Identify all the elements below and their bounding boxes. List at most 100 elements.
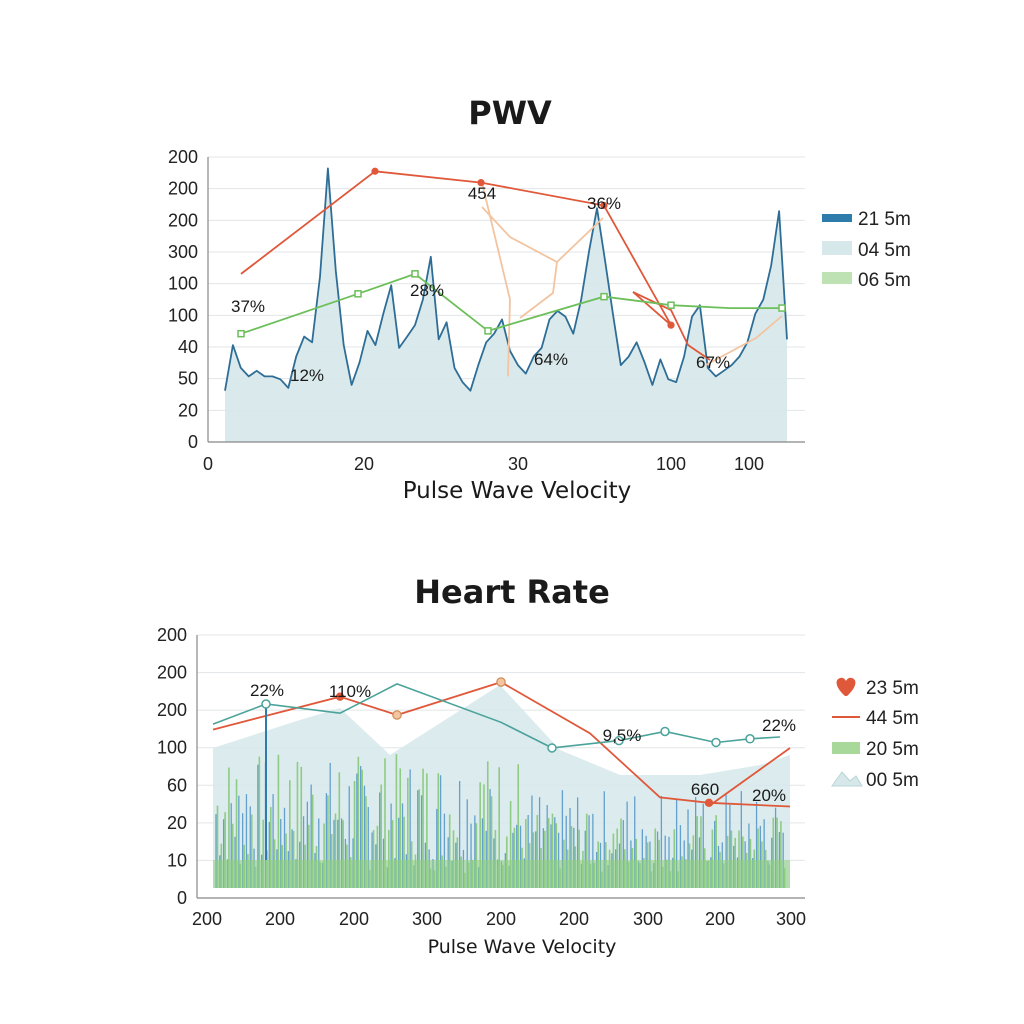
hr-annotation: 9,5% [603,726,642,745]
pwv-annotation: 37% [231,297,265,316]
hr-annotation: 110% [329,682,371,701]
hr-teal-point [261,699,271,709]
hr-x-tick-label: 300 [633,909,663,929]
hr-y-tick-label: 20 [167,813,187,833]
hr-orange-point [392,710,402,720]
hr-teal-point [745,734,755,744]
pwv-annotation: 36% [587,194,621,213]
pwv-legend-label: 04 5m [858,240,911,261]
pwv-y-tick-label: 50 [178,369,198,389]
pwv-y-tick-label: 20 [178,400,198,420]
hr-x-axis-label: Pulse Wave Velocity [428,936,617,958]
hr-bar-band [213,860,790,888]
pwv-x-tick-label: 100 [656,454,686,474]
hr-y-tick-label: 100 [157,738,187,758]
heart-rate-title: Heart Rate [414,573,610,611]
pwv-area-fill [225,168,787,442]
pwv-green-point [600,292,608,301]
hr-teal-point [660,726,670,737]
pwv-light-orange-line [481,206,604,264]
hr-x-tick-label: 200 [705,909,735,929]
hr-y-tick-label: 60 [167,775,187,795]
hr-x-tick-label: 300 [776,909,806,929]
pwv-green-point [354,290,362,298]
hr-legend: 23 5m 44 5m 20 5m 00 5m [831,677,919,791]
pwv-y-tick-label: 40 [178,337,198,357]
pwv-annotation: 67% [696,353,730,372]
pwv-y-axis-ticks: 0 20 50 40 100 100 300 200 200 200 [168,147,198,452]
pwv-x-tick-label: 30 [508,454,528,474]
hr-legend-label: 20 5m [866,739,919,760]
pwv-green-point [411,270,419,278]
hr-x-tick-label: 200 [265,909,295,929]
hr-line-series [212,677,791,860]
pwv-legend-label: 21 5m [858,209,911,230]
hr-legend-swatch [832,742,860,754]
hr-y-tick-label: 200 [157,625,187,645]
hr-annotation: 660 [691,780,719,799]
pwv-orange-point [371,167,379,175]
hr-legend-label: 00 5m [866,770,919,791]
pwv-y-tick-label: 100 [168,274,198,294]
hr-annotation: 20% [752,786,786,805]
hr-x-tick-label: 200 [559,909,589,929]
pwv-title: PWV [468,94,552,132]
pwv-annotation: 64% [534,350,568,369]
hr-x-tick-label: 200 [486,909,516,929]
pwv-y-tick-label: 200 [168,179,198,199]
pwv-annotation: 454 [468,184,496,203]
pwv-legend-label: 06 5m [858,270,911,291]
pwv-y-tick-label: 0 [188,432,198,452]
pwv-light-orange-line [481,182,511,377]
area-icon [831,771,863,787]
pwv-legend: 21 5m 04 5m 06 5m [822,209,911,291]
pwv-legend-swatch [822,214,852,222]
pwv-y-tick-label: 100 [168,305,198,325]
pwv-chart: PWV 0 20 50 40 100 100 300 200 200 200 0 20 30 100 10… [168,94,911,504]
hr-y-tick-label: 200 [157,663,187,683]
pwv-legend-swatch [822,272,852,284]
hr-orange-point [496,677,506,687]
pwv-light-orange-line [705,315,783,366]
hr-annotation: 22% [250,681,284,700]
pwv-y-tick-label: 200 [168,147,198,167]
pwv-line-series [237,167,786,377]
hr-orange-point [335,692,345,701]
hr-y-tick-label: 0 [177,888,187,908]
heart-icon [836,677,856,696]
hr-y-axis-ticks: 0 10 20 60 100 200 200 200 [157,625,187,908]
pwv-green-point [778,304,786,312]
pwv-area-series [224,167,788,442]
hr-orange-line [708,747,791,807]
pwv-light-orange-line [519,261,558,319]
hr-x-tick-label: 200 [339,909,369,929]
pwv-green-point [667,301,675,309]
hr-legend-label: 44 5m [866,708,919,729]
pwv-annotation: 12% [290,366,324,385]
pwv-green-point [484,327,492,335]
hr-x-tick-label: 300 [412,909,442,929]
pwv-orange-point [667,321,675,329]
hr-annotation: 22% [762,716,796,735]
hr-x-axis-ticks: 200 200 200 300 200 200 300 200 300 [192,909,806,929]
pwv-annotation: 28% [410,281,444,300]
pwv-x-tick-label: 20 [354,454,374,474]
hr-orange-line [212,681,791,808]
hr-x-tick-label: 200 [192,909,222,929]
pwv-legend-swatch [822,241,852,255]
pwv-y-tick-label: 300 [168,242,198,262]
pwv-x-tick-label: 0 [203,454,213,474]
pwv-x-tick-label: 100 [734,454,764,474]
pwv-orange-point [477,179,485,187]
pwv-area-line [224,167,788,392]
pwv-green-line [240,272,782,335]
pwv-green-point [237,329,245,338]
hr-bar-series [213,754,790,888]
pwv-x-axis-label: Pulse Wave Velocity [403,478,632,504]
pwv-x-axis-ticks: 0 20 30 100 100 [203,454,764,474]
hr-teal-point [547,743,557,753]
pwv-orange-point [600,201,608,210]
